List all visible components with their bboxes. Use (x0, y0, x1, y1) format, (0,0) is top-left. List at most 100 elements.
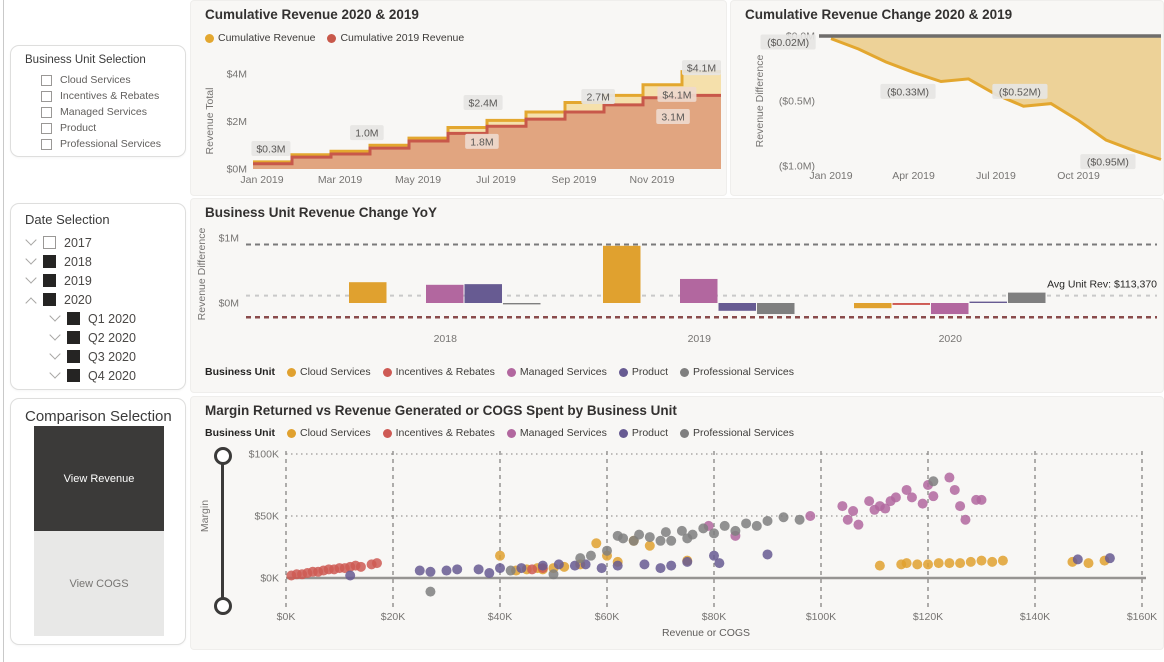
view-cogs-button[interactable]: View COGS (34, 531, 164, 636)
business-unit-option-0[interactable]: Cloud Services (11, 72, 185, 88)
checkbox[interactable] (41, 74, 52, 86)
checkbox[interactable] (41, 138, 52, 150)
x-tick: $60K (595, 611, 620, 623)
y-axis-label: Revenue Difference (754, 55, 766, 148)
x-tick: $40K (488, 611, 513, 623)
date-tree-item-2017[interactable]: 2017 (11, 233, 185, 252)
legend-item-professional-services[interactable]: Professional Services (680, 366, 794, 378)
chevron-down-icon[interactable] (49, 366, 61, 379)
legend-item-professional-services[interactable]: Professional Services (680, 427, 794, 439)
category-label: 2019 (688, 333, 712, 345)
business-unit-option-1[interactable]: Incentives & Rebates (11, 88, 185, 104)
legend-item-cloud-services[interactable]: Cloud Services (287, 427, 371, 439)
data-label-pill (581, 89, 615, 105)
x-tick: $140K (1020, 611, 1050, 623)
business-unit-option-4[interactable]: Professional Services (11, 136, 185, 152)
checkbox[interactable] (43, 236, 56, 249)
y-tick: $0M (219, 298, 239, 310)
legend-item-managed-services[interactable]: Managed Services (506, 427, 607, 439)
revenue-change-yoy-legend: Business Unit Cloud Services Incentives & … (205, 366, 794, 378)
legend-item-product[interactable]: Product (618, 427, 669, 439)
legend-item-incentives---rebates[interactable]: Incentives & Rebates (382, 427, 495, 439)
chevron-up-icon[interactable] (25, 296, 37, 309)
legend-dot-icon (382, 428, 392, 438)
date-tree-item-q1-2020[interactable]: Q1 2020 (11, 309, 185, 328)
data-label-pill (465, 133, 499, 149)
date-tree-item-q4-2020[interactable]: Q4 2020 (11, 366, 185, 385)
data-label-pill (656, 108, 690, 124)
x-tick: Apr 2019 (892, 170, 935, 182)
legend-item-incentives---rebates[interactable]: Incentives & Rebates (382, 366, 495, 378)
checkbox[interactable] (41, 90, 52, 102)
area-revenue-difference (831, 36, 1161, 160)
margin-vs-revenue-chart: $0K $20K $40K $60K $80K $100K $120K $140K $160K $… (199, 449, 1157, 640)
chevron-down-icon[interactable] (49, 347, 61, 360)
legend-label: Product (631, 427, 669, 439)
margin-range-slider-handle-bottom[interactable] (214, 597, 232, 615)
date-tree-label: Q3 2020 (88, 349, 136, 364)
y-tick: $100K (249, 449, 279, 461)
legend-item-cloud-services[interactable]: Cloud Services (287, 366, 371, 378)
y-tick: $50K (254, 511, 279, 523)
data-label: ($0.95M) (1087, 157, 1129, 169)
scatter-series-product (345, 549, 1115, 581)
date-tree-item-q2-2020[interactable]: Q2 2020 (11, 328, 185, 347)
business-unit-option-2[interactable]: Managed Services (11, 104, 185, 120)
comparison-selection-panel: Comparison Selection View Revenue View CO… (10, 398, 186, 645)
legend-label: Professional Services (693, 427, 794, 439)
date-tree-item-q3-2020[interactable]: Q3 2020 (11, 347, 185, 366)
data-label: 1.0M (355, 128, 378, 140)
legend-item-product[interactable]: Product (618, 366, 669, 378)
business-unit-option-label: Cloud Services (60, 74, 131, 86)
data-label-pill (657, 86, 697, 102)
chevron-down-icon[interactable] (25, 233, 37, 246)
legend-label: Product (631, 366, 669, 378)
legend-label: Incentives & Rebates (395, 366, 495, 378)
bar-2018-cloud-services (349, 282, 387, 303)
x-tick: Oct 2019 (1057, 170, 1100, 182)
date-tree-item-2019[interactable]: 2019 (11, 271, 185, 290)
bar-2020-cloud-services (854, 303, 892, 309)
checkbox[interactable] (43, 274, 56, 287)
chevron-down-icon[interactable] (49, 328, 61, 341)
view-revenue-button[interactable]: View Revenue (34, 426, 164, 531)
chevron-down-icon[interactable] (25, 271, 37, 284)
checkbox[interactable] (67, 350, 80, 363)
legend-item-cumulative-revenue[interactable]: Cumulative Revenue (205, 32, 315, 44)
legend-item-managed-services[interactable]: Managed Services (506, 366, 607, 378)
margin-range-slider-handle-top[interactable] (214, 447, 232, 465)
chevron-down-icon[interactable] (49, 309, 61, 322)
data-label-pill (251, 141, 291, 157)
checkbox[interactable] (41, 106, 52, 118)
bar-2018-professional-services (503, 303, 541, 305)
date-tree-item-2020[interactable]: 2020 (11, 290, 185, 309)
margin-vs-revenue-title: Margin Returned vs Revenue Generated or … (205, 403, 677, 418)
legend-item-cumulative-2019-revenue[interactable]: Cumulative 2019 Revenue (327, 32, 464, 44)
legend-dot-icon (506, 367, 516, 377)
x-tick: $100K (806, 611, 836, 623)
business-unit-list: Cloud Services Incentives & Rebates Manage… (11, 72, 185, 152)
checkbox[interactable] (67, 369, 80, 382)
data-label: $2.4M (469, 97, 498, 109)
x-tick: Nov 2019 (630, 174, 675, 186)
avg-unit-rev-annotation: Avg Unit Rev: $113,370 (1047, 279, 1157, 291)
checkbox[interactable] (43, 255, 56, 268)
comparison-selection-title: Comparison Selection (25, 408, 172, 425)
margin-range-slider-track[interactable] (221, 456, 224, 606)
chevron-down-icon[interactable] (25, 252, 37, 265)
business-unit-selection-title: Business Unit Selection (25, 54, 146, 66)
legend-dot-icon (618, 367, 628, 377)
checkbox[interactable] (67, 312, 80, 325)
date-tree-label: Q2 2020 (88, 330, 136, 345)
date-tree-item-2018[interactable]: 2018 (11, 252, 185, 271)
bar-2019-managed-services (680, 278, 718, 303)
date-tree-label: 2020 (64, 292, 92, 307)
x-tick: $160K (1127, 611, 1157, 623)
date-selection-panel: Date Selection 2017 2018 2019 2020 Q1 2020 Q2… (10, 203, 186, 390)
business-unit-option-3[interactable]: Product (11, 120, 185, 136)
checkbox[interactable] (67, 331, 80, 344)
checkbox[interactable] (43, 293, 56, 306)
x-tick: Jul 2019 (976, 170, 1016, 182)
business-unit-option-label: Professional Services (60, 138, 161, 150)
checkbox[interactable] (41, 122, 52, 134)
